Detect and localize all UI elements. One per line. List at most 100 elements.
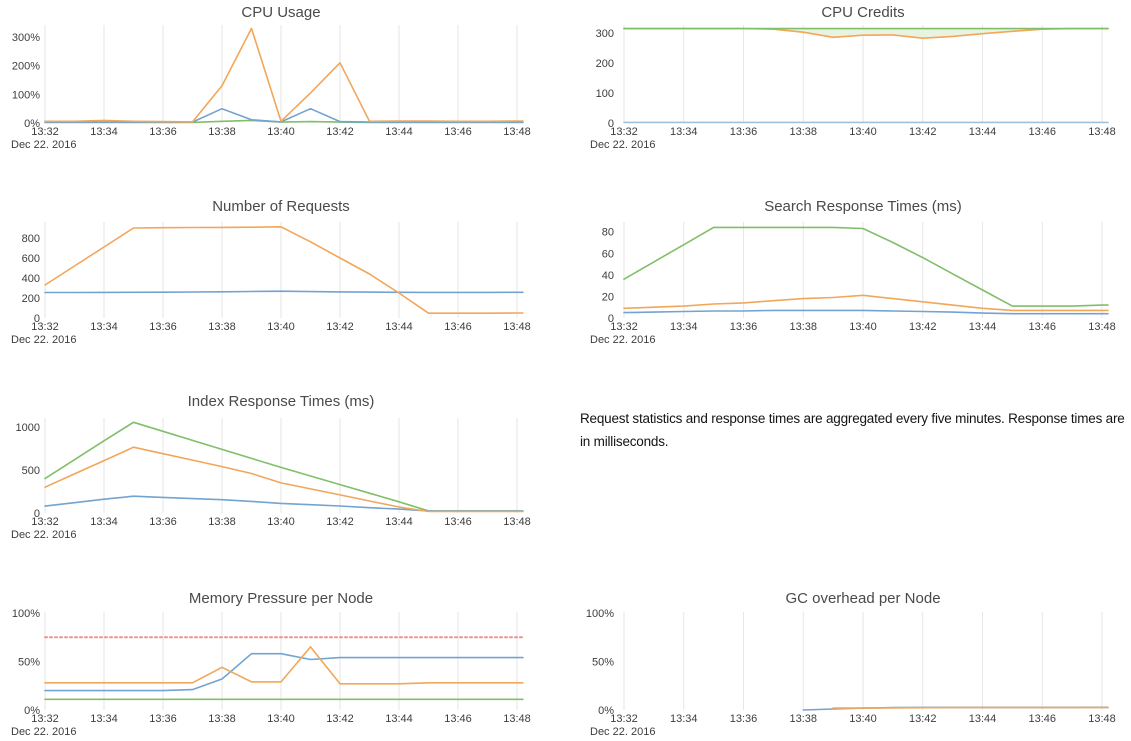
- x-tick-label: 13:40: [267, 516, 295, 528]
- x-tick-label: 13:36: [149, 321, 177, 333]
- x-tick-label: 13:48: [503, 516, 531, 528]
- series-line-blue: [44, 107, 524, 123]
- x-tick-label: 13:48: [503, 126, 531, 138]
- y-tick-label: 0%: [598, 705, 614, 717]
- x-tick-label: 13:38: [789, 321, 817, 333]
- x-tick-label: 13:42: [909, 713, 937, 725]
- chart-title-cpu-usage: CPU Usage: [241, 4, 321, 21]
- y-tick-label: 500: [22, 465, 40, 477]
- y-tick-label: 400: [22, 273, 40, 285]
- x-tick-label: 13:36: [149, 713, 177, 725]
- x-tick-label: 13:44: [385, 713, 413, 725]
- x-tick-label: 13:40: [849, 126, 877, 138]
- x-tick-label: 13:42: [326, 516, 354, 528]
- x-tick-label: 13:48: [503, 321, 531, 333]
- x-tick-label: 13:42: [326, 713, 354, 725]
- x-tick-label: 13:32: [31, 516, 59, 528]
- x-tick-label: 13:34: [90, 516, 118, 528]
- chart-title-memory-pressure: Memory Pressure per Node: [188, 590, 374, 607]
- x-tick-label: 13:38: [789, 713, 817, 725]
- x-tick-label: 13:32: [31, 126, 59, 138]
- series-line-blue: [44, 495, 524, 512]
- x-tick-label: 13:34: [90, 126, 118, 138]
- y-tick-label: 40: [602, 270, 614, 282]
- x-tick-label: 13:38: [208, 516, 236, 528]
- x-tick-label: 13:38: [208, 713, 236, 725]
- series-line-orange: [832, 706, 1109, 709]
- x-tick-label: 13:40: [849, 321, 877, 333]
- x-tick-label: 13:44: [969, 321, 997, 333]
- y-tick-label: 600: [22, 253, 40, 265]
- y-tick-label: 300%: [12, 32, 40, 44]
- x-tick-label: 13:48: [1088, 126, 1116, 138]
- y-tick-label: 1000: [16, 422, 40, 434]
- x-tick-label: 13:44: [969, 126, 997, 138]
- series-band: [624, 28, 1108, 39]
- series-line-blue: [44, 652, 524, 692]
- x-tick-label: 13:36: [149, 126, 177, 138]
- y-tick-label: 50%: [592, 656, 614, 668]
- y-tick-label: 0: [608, 313, 614, 325]
- series-line-orange: [44, 646, 524, 685]
- x-tick-label: 13:44: [385, 321, 413, 333]
- y-tick-label: 0: [34, 508, 40, 520]
- aggregation-note: Request statistics and response times ar…: [580, 411, 1125, 449]
- x-tick-label: 13:42: [326, 126, 354, 138]
- x-axis-date-label: Dec 22. 2016: [11, 726, 76, 738]
- x-tick-label: 13:46: [444, 516, 472, 528]
- x-tick-label: 13:34: [90, 713, 118, 725]
- y-tick-label: 60: [602, 248, 614, 260]
- x-tick-label: 13:40: [267, 713, 295, 725]
- y-tick-label: 100%: [12, 608, 40, 620]
- x-tick-label: 13:44: [385, 516, 413, 528]
- series-line-orange: [44, 27, 524, 123]
- y-tick-label: 100%: [12, 89, 40, 101]
- x-tick-label: 13:40: [267, 126, 295, 138]
- x-axis-date-label: Dec 22. 2016: [590, 139, 655, 151]
- x-tick-label: 13:46: [444, 321, 472, 333]
- x-tick-label: 13:46: [444, 126, 472, 138]
- x-tick-label: 13:32: [610, 713, 638, 725]
- x-tick-label: 13:32: [610, 321, 638, 333]
- series-line-green: [623, 226, 1109, 307]
- x-tick-label: 13:34: [670, 126, 698, 138]
- x-tick-label: 13:48: [1088, 321, 1116, 333]
- x-tick-label: 13:36: [730, 713, 758, 725]
- x-tick-label: 13:46: [1028, 713, 1056, 725]
- y-tick-label: 100: [596, 88, 614, 100]
- chart-title-search-response-times: Search Response Times (ms): [764, 198, 962, 215]
- x-tick-label: 13:40: [849, 713, 877, 725]
- x-tick-label: 13:36: [730, 126, 758, 138]
- y-tick-label: 100%: [586, 608, 614, 620]
- x-axis-date-label: Dec 22. 2016: [590, 726, 655, 738]
- x-tick-label: 13:46: [1028, 126, 1056, 138]
- y-tick-label: 200: [22, 293, 40, 305]
- y-tick-label: 0: [608, 118, 614, 130]
- x-tick-label: 13:38: [789, 126, 817, 138]
- y-tick-label: 0: [34, 313, 40, 325]
- x-tick-label: 13:46: [1028, 321, 1056, 333]
- x-tick-label: 13:36: [730, 321, 758, 333]
- x-tick-label: 13:44: [969, 713, 997, 725]
- series-line-blue: [44, 290, 524, 294]
- x-axis-date-label: Dec 22. 2016: [11, 139, 76, 151]
- x-tick-label: 13:42: [326, 321, 354, 333]
- x-tick-label: 13:42: [909, 126, 937, 138]
- x-tick-label: 13:44: [385, 126, 413, 138]
- x-axis-date-label: Dec 22. 2016: [11, 334, 76, 346]
- x-tick-label: 13:38: [208, 126, 236, 138]
- series-line-blue: [623, 309, 1109, 315]
- chart-title-number-of-requests: Number of Requests: [212, 198, 350, 215]
- y-tick-label: 0%: [24, 705, 40, 717]
- chart-title-index-response-times: Index Response Times (ms): [187, 393, 375, 410]
- x-tick-label: 13:32: [31, 321, 59, 333]
- x-tick-label: 13:46: [444, 713, 472, 725]
- y-tick-label: 200%: [12, 61, 40, 73]
- x-tick-label: 13:48: [503, 713, 531, 725]
- series-line-orange: [44, 446, 524, 513]
- chart-title-cpu-credits: CPU Credits: [821, 4, 905, 21]
- y-tick-label: 800: [22, 233, 40, 245]
- x-tick-label: 13:34: [670, 713, 698, 725]
